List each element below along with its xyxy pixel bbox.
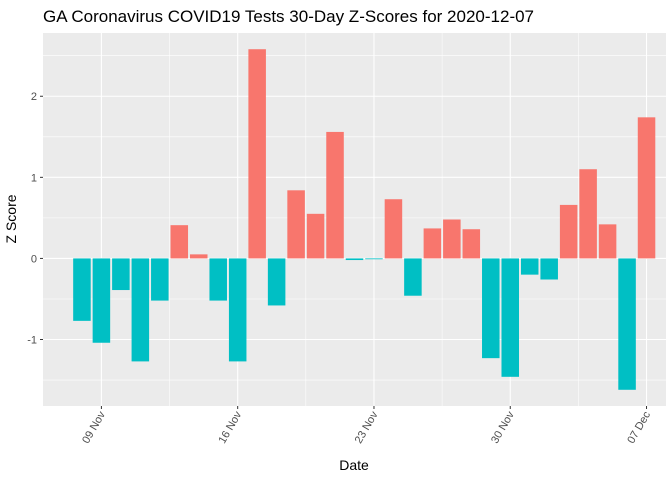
bar (248, 49, 266, 259)
bar (404, 258, 422, 296)
x-axis: 09 Nov 16 Nov 23 Nov 30 Nov 07 Dec (80, 406, 653, 446)
bar (598, 224, 617, 259)
x-axis-label: Date (339, 457, 369, 473)
x-tick-label: 23 Nov (353, 409, 381, 446)
bar (501, 258, 520, 377)
bar (326, 131, 344, 259)
x-tick-label: 16 Nov (216, 409, 244, 446)
bar (618, 258, 636, 390)
bar (365, 258, 383, 260)
y-tick-label: 0 (31, 253, 37, 265)
bar (287, 190, 305, 259)
bar (384, 199, 403, 259)
y-tick-label: 2 (31, 91, 37, 103)
bars (73, 49, 656, 390)
bar (209, 258, 227, 301)
bar (267, 258, 286, 306)
bar (73, 258, 91, 321)
bar (559, 204, 578, 259)
x-tick-label: 07 Dec (625, 409, 653, 446)
bar (189, 254, 208, 259)
bar (423, 228, 442, 259)
bar (306, 213, 325, 259)
bar (443, 219, 461, 259)
y-tick-label: 1 (31, 172, 37, 184)
bar (579, 169, 597, 259)
bar (637, 117, 656, 259)
bar (92, 258, 111, 343)
bar (112, 258, 130, 291)
bar (131, 258, 150, 362)
chart-title: GA Coronavirus COVID19 Tests 30-Day Z-Sc… (43, 7, 534, 26)
bar (228, 258, 247, 362)
y-axis: -1 0 1 2 (27, 91, 43, 347)
bar (151, 258, 169, 301)
x-tick-label: 30 Nov (489, 409, 517, 446)
bar (170, 225, 189, 259)
bar (540, 258, 558, 280)
y-tick-label: -1 (27, 335, 37, 347)
y-axis-label: Z Score (3, 194, 19, 243)
bar (520, 258, 539, 275)
bar (345, 258, 364, 261)
bar (482, 258, 500, 359)
x-tick-label: 09 Nov (80, 409, 108, 446)
bar (462, 229, 481, 259)
